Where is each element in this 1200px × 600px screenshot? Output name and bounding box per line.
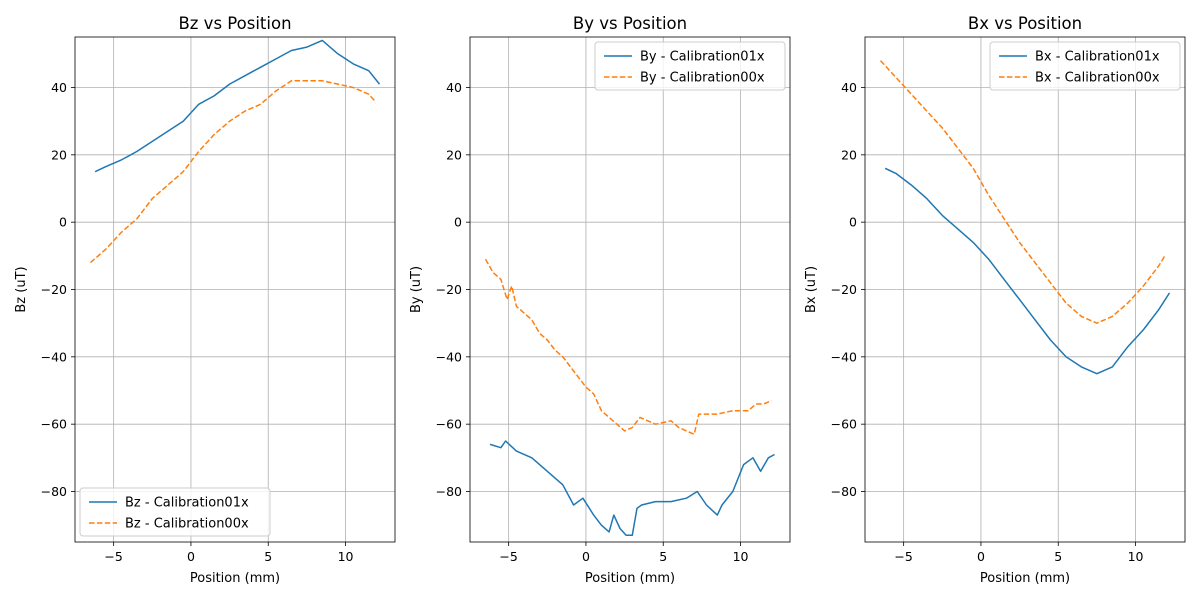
- x-tick-label: 5: [1054, 549, 1062, 564]
- legend: Bx - Calibration01x Bx - Calibration00x: [989, 41, 1181, 91]
- x-tick-label: 0: [977, 549, 985, 564]
- series-line-1: [879, 60, 1166, 324]
- y-tick-label: −40: [831, 349, 857, 364]
- x-tick-label: 5: [659, 549, 667, 564]
- x-tick-label: 10: [338, 549, 354, 564]
- y-tick-label: 40: [51, 80, 67, 95]
- x-axis-label: Position (mm): [190, 571, 280, 586]
- legend-label-1: By - Calibration00x: [640, 71, 765, 86]
- chart-title: By vs Position: [573, 14, 687, 33]
- x-tick-label: 0: [187, 549, 195, 564]
- y-tick-label: 20: [446, 147, 462, 162]
- series-line-0: [489, 440, 775, 537]
- x-tick-label: 5: [264, 549, 272, 564]
- legend-box: [594, 41, 786, 91]
- x-tick-label: −5: [104, 549, 122, 564]
- y-tick-label: −60: [436, 417, 462, 432]
- y-tick-label: −40: [41, 349, 67, 364]
- series-line-1: [90, 80, 376, 264]
- y-tick-label: −20: [436, 282, 462, 297]
- plot-frame: [469, 36, 791, 543]
- y-axis-label: Bx (uT): [804, 266, 819, 313]
- legend-label-0: By - Calibration01x: [640, 50, 765, 65]
- y-axis-label: Bz (uT): [14, 266, 29, 312]
- plot-frame: [74, 36, 396, 543]
- legend-box: [79, 487, 271, 537]
- legend-box: [989, 41, 1181, 91]
- plot-frame: [864, 36, 1186, 543]
- chart-title: Bx vs Position: [968, 14, 1082, 33]
- chart-panel-0: −5 0 5 10 −80 −60 −40 −20 0 20 40 Bz vs Position Pos…: [14, 14, 396, 586]
- legend-label-1: Bx - Calibration00x: [1035, 71, 1160, 86]
- y-tick-label: −60: [41, 417, 67, 432]
- y-tick-label: −20: [41, 282, 67, 297]
- legend: Bz - Calibration01x Bz - Calibration00x: [79, 487, 271, 537]
- y-tick-label: 40: [446, 80, 462, 95]
- y-tick-label: −80: [831, 484, 857, 499]
- series-line-0: [94, 39, 381, 173]
- legend-label-0: Bx - Calibration01x: [1035, 50, 1160, 65]
- y-tick-label: −80: [436, 484, 462, 499]
- y-tick-label: 0: [849, 215, 857, 230]
- chart-title: Bz vs Position: [178, 14, 291, 33]
- legend-label-1: Bz - Calibration00x: [125, 517, 249, 532]
- y-tick-label: 0: [454, 215, 462, 230]
- y-tick-label: −60: [831, 417, 857, 432]
- x-tick-label: 10: [1128, 549, 1144, 564]
- x-tick-label: −5: [499, 549, 517, 564]
- y-tick-label: −20: [831, 282, 857, 297]
- y-tick-label: 40: [841, 80, 857, 95]
- series-line-1: [484, 258, 772, 436]
- y-tick-label: 20: [841, 147, 857, 162]
- chart-panel-2: −5 0 5 10 −80 −60 −40 −20 0 20 40 Bx vs Position Pos…: [804, 14, 1186, 586]
- chart-panel-1: −5 0 5 10 −80 −60 −40 −20 0 20 40 By vs Position Pos…: [409, 14, 791, 586]
- x-tick-label: 0: [582, 549, 590, 564]
- legend-label-0: Bz - Calibration01x: [125, 496, 249, 511]
- y-tick-label: −40: [436, 349, 462, 364]
- legend: By - Calibration01x By - Calibration00x: [594, 41, 786, 91]
- y-tick-label: −80: [41, 484, 67, 499]
- series-line-0: [884, 167, 1171, 375]
- x-axis-label: Position (mm): [980, 571, 1070, 586]
- x-tick-label: −5: [894, 549, 912, 564]
- y-tick-label: 0: [59, 215, 67, 230]
- x-tick-label: 10: [733, 549, 749, 564]
- y-tick-label: 20: [51, 147, 67, 162]
- x-axis-label: Position (mm): [585, 571, 675, 586]
- y-axis-label: By (uT): [409, 266, 424, 313]
